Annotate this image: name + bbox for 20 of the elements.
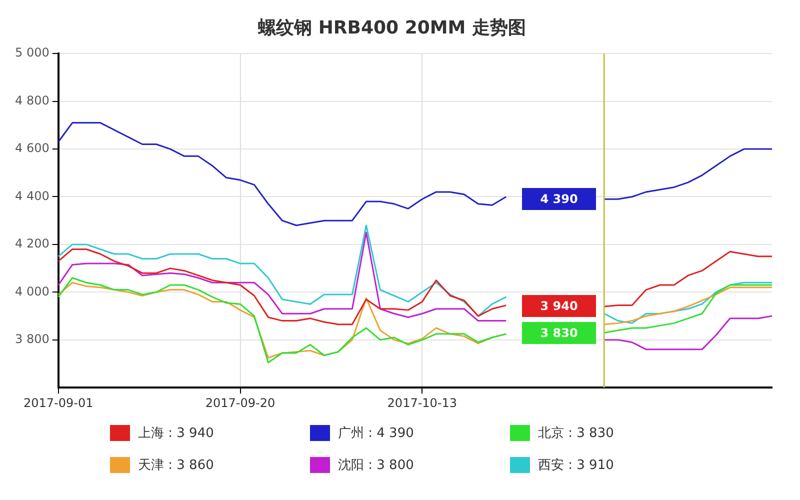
y-tick-label: 4 800: [14, 93, 50, 108]
x-tick-label: 2017-09-01: [23, 396, 94, 410]
legend-label: 北京 : 3 830: [538, 425, 614, 442]
legend-label: 广州 : 4 390: [338, 425, 414, 442]
price-tag: 3 940: [522, 295, 596, 318]
chart-title: 螺纹钢 HRB400 20MM 走势图: [257, 17, 526, 38]
y-tick-label: 3 800: [14, 332, 50, 346]
legend-label: 上海 : 3 940: [138, 425, 214, 442]
price-tag: 3 830: [522, 322, 596, 344]
y-tick-label: 4 000: [14, 284, 50, 298]
x-tick-label: 2017-09-20: [205, 396, 276, 410]
y-tick-label: 4 600: [14, 141, 50, 156]
price-tag: 4 390: [522, 188, 596, 210]
y-tick-label: 4 400: [14, 188, 50, 203]
y-tick-label: 5 000: [14, 46, 50, 60]
legend-label: 西安 : 3 910: [538, 457, 614, 474]
y-tick-label: 4 200: [14, 236, 50, 251]
x-tick-label: 2017-10-13: [387, 396, 458, 410]
legend-label: 沈阳 : 3 800: [338, 457, 414, 474]
legend-label: 天津 : 3 860: [138, 457, 214, 474]
